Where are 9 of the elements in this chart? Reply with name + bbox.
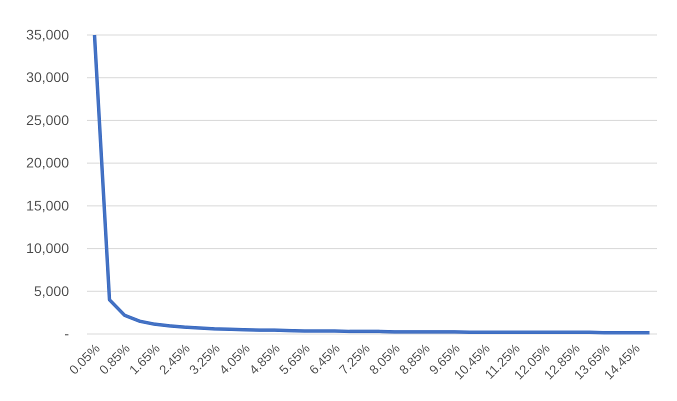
y-tick-label: 15,000 xyxy=(26,197,70,214)
y-tick-label: 20,000 xyxy=(26,154,70,171)
y-tick-label: - xyxy=(64,325,70,342)
line-series xyxy=(92,33,652,334)
y-tick-label: 30,000 xyxy=(26,69,70,86)
y-tick-label: 25,000 xyxy=(26,112,70,128)
y-tick-label: 35,000 xyxy=(26,26,70,42)
y-tick-label: 10,000 xyxy=(26,240,70,256)
y-tick-label: 5,000 xyxy=(34,282,70,299)
